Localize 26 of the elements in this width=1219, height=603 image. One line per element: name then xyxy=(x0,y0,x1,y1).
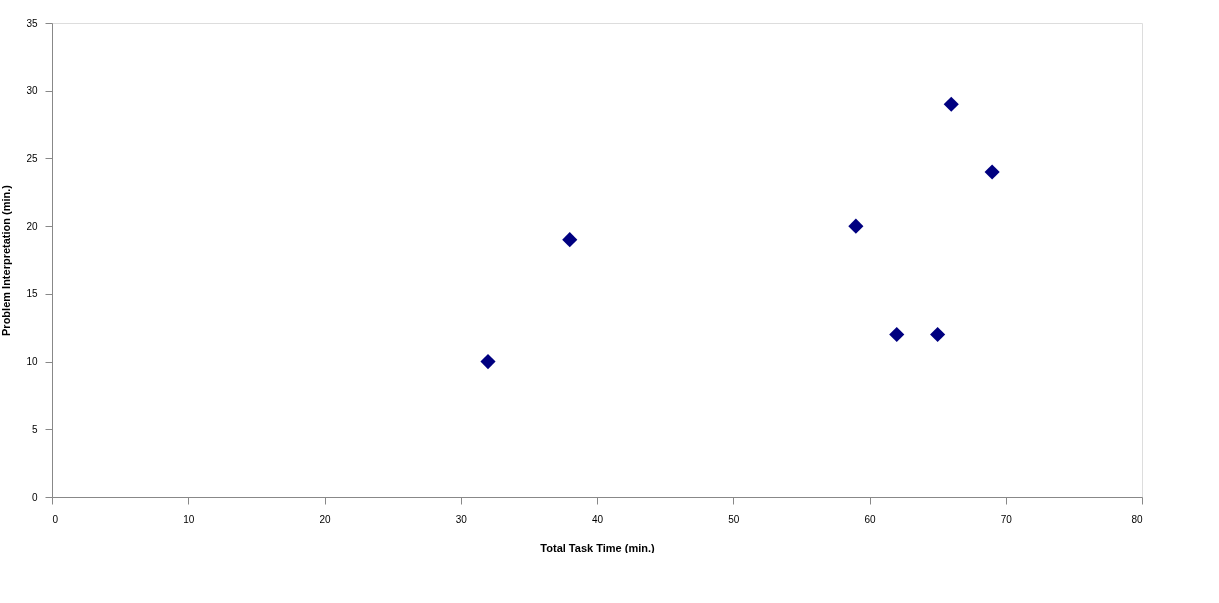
point xyxy=(984,164,1000,180)
y-tick-label: 15 xyxy=(26,288,38,300)
y-tick-label: 10 xyxy=(26,356,38,368)
y-axis-title: Problem Interpretation (min.) xyxy=(0,184,13,336)
y-tick-label: 20 xyxy=(26,220,38,232)
y-tick-label: 35 xyxy=(26,17,38,29)
y-tick-label: 25 xyxy=(26,152,38,164)
x-tick-label: 50 xyxy=(728,513,740,525)
x-tick-label: 0 xyxy=(52,513,59,525)
x-axis-title: Total Task Time (min.) xyxy=(540,541,655,554)
y-tick-label: 0 xyxy=(31,491,38,503)
x-tick-label: 60 xyxy=(864,513,876,525)
x-tick-label: 30 xyxy=(455,513,468,525)
point xyxy=(943,96,959,112)
point xyxy=(930,326,946,343)
x-tick-label: 20 xyxy=(319,513,331,525)
x-tick-label: 10 xyxy=(183,513,195,525)
point xyxy=(889,326,905,343)
point xyxy=(848,218,864,234)
x-tick-label: 70 xyxy=(1000,513,1013,525)
y-tick-label: 30 xyxy=(26,85,38,97)
point xyxy=(480,353,496,370)
x-tick-label: 80 xyxy=(1131,513,1143,525)
y-tick-label: 5 xyxy=(31,423,38,435)
point xyxy=(562,232,578,248)
x-tick-label: 40 xyxy=(591,513,604,525)
